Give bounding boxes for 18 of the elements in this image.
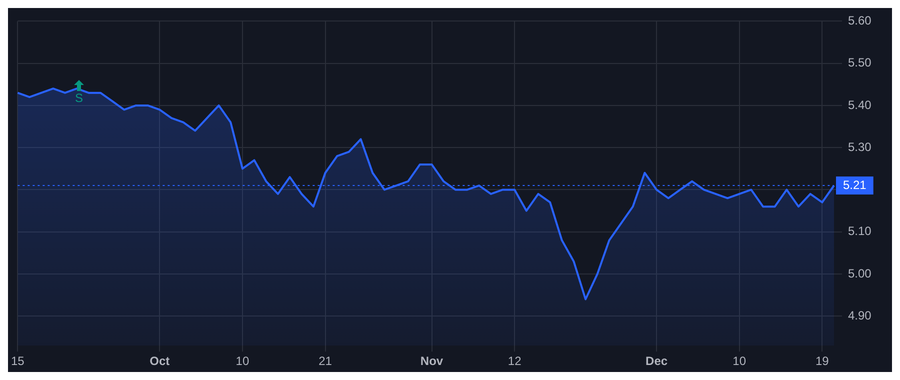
y-tick-label: 5.40 xyxy=(848,98,872,112)
x-tick-label: 21 xyxy=(318,354,332,368)
x-tick-label: 19 xyxy=(815,354,830,368)
ref-line-label: 5.21 xyxy=(843,178,867,192)
x-tick-label: 12 xyxy=(508,354,522,368)
y-tick-label: 5.30 xyxy=(848,140,872,154)
x-tick-label: Nov xyxy=(420,354,444,368)
annotation: S xyxy=(74,91,83,105)
y-tick-label: 5.50 xyxy=(848,56,872,70)
x-tick-label: 10 xyxy=(732,354,746,368)
x-tick-label: Dec xyxy=(646,354,668,368)
y-tick-label: 5.00 xyxy=(848,266,872,280)
y-tick-label: 5.10 xyxy=(848,224,872,238)
x-tick-label: 15 xyxy=(10,354,25,368)
y-tick-label: 4.90 xyxy=(848,308,872,322)
x-tick-label: Oct xyxy=(150,354,170,368)
x-tick-label: 10 xyxy=(236,354,250,368)
y-tick-label: 5.60 xyxy=(848,14,872,28)
